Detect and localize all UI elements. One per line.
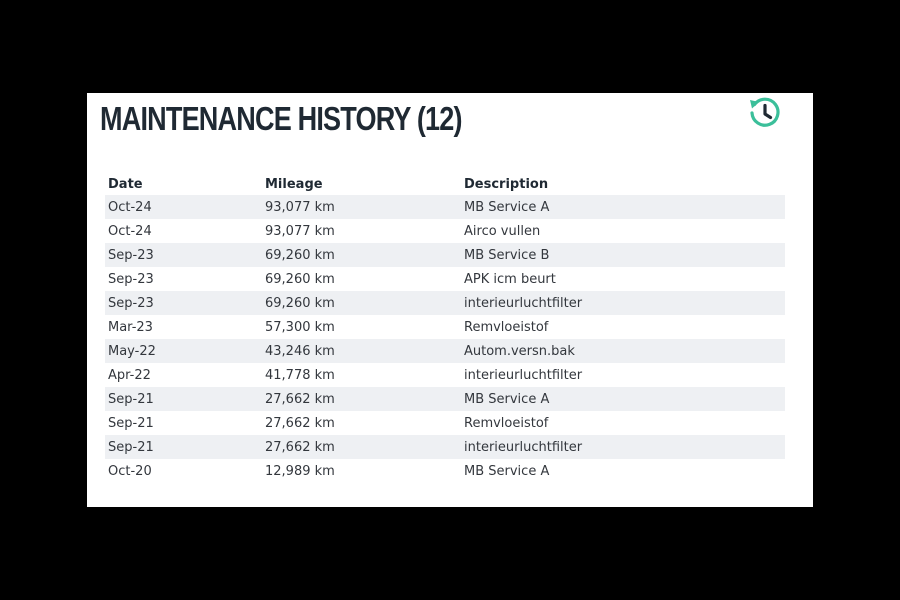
table-row: Sep-21 27,662 km interieurluchtfilter (105, 435, 785, 459)
card-title: MAINTENANCE HISTORY (12) (100, 100, 463, 137)
date-cell: Oct-20 (108, 463, 152, 479)
history-icon[interactable] (747, 95, 783, 131)
mileage-cell: 57,300 km (265, 319, 335, 335)
table-row: Sep-23 69,260 km APK icm beurt (105, 267, 785, 291)
table-row: Apr-22 41,778 km interieurluchtfilter (105, 363, 785, 387)
description-cell: Remvloeistof (464, 415, 549, 431)
description-cell: interieurluchtfilter (464, 295, 583, 311)
description-cell: MB Service A (464, 199, 550, 215)
description-cell: Remvloeistof (464, 319, 549, 335)
mileage-cell: 69,260 km (265, 247, 335, 263)
table-header-row: Date Mileage Description (105, 173, 785, 195)
maintenance-history-card: MAINTENANCE HISTORY (12) Date Mileage De… (87, 93, 813, 507)
table-row: Oct-20 12,989 km MB Service A (105, 459, 785, 483)
table-row: Mar-23 57,300 km Remvloeistof (105, 315, 785, 339)
date-cell: Oct-24 (108, 223, 152, 239)
date-cell: Sep-21 (108, 415, 154, 431)
mileage-cell: 12,989 km (265, 463, 335, 479)
mileage-cell: 43,246 km (265, 343, 335, 359)
table-row: Oct-24 93,077 km MB Service A (105, 195, 785, 219)
maintenance-table: Date Mileage Description Oct-24 93,077 k… (105, 173, 785, 483)
description-cell: Autom.versn.bak (464, 343, 575, 359)
date-cell: May-22 (108, 343, 156, 359)
date-cell: Sep-23 (108, 271, 154, 287)
description-column-header: Description (464, 176, 549, 192)
description-cell: APK icm beurt (464, 271, 556, 287)
date-cell: Apr-22 (108, 367, 151, 383)
mileage-cell: 69,260 km (265, 271, 335, 287)
date-cell: Sep-23 (108, 247, 154, 263)
table-row: Sep-21 27,662 km Remvloeistof (105, 411, 785, 435)
table-row: Sep-23 69,260 km interieurluchtfilter (105, 291, 785, 315)
description-cell: MB Service B (464, 247, 550, 263)
date-cell: Sep-21 (108, 439, 154, 455)
mileage-cell: 69,260 km (265, 295, 335, 311)
date-cell: Sep-23 (108, 295, 154, 311)
description-cell: interieurluchtfilter (464, 367, 583, 383)
mileage-column-header: Mileage (265, 176, 323, 192)
table-row: Sep-23 69,260 km MB Service B (105, 243, 785, 267)
date-column-header: Date (108, 176, 143, 192)
mileage-cell: 93,077 km (265, 199, 335, 215)
mileage-cell: 93,077 km (265, 223, 335, 239)
mileage-cell: 27,662 km (265, 439, 335, 455)
date-cell: Sep-21 (108, 391, 154, 407)
description-cell: MB Service A (464, 463, 550, 479)
table-row: Oct-24 93,077 km Airco vullen (105, 219, 785, 243)
mileage-cell: 27,662 km (265, 415, 335, 431)
description-cell: Airco vullen (464, 223, 541, 239)
mileage-cell: 27,662 km (265, 391, 335, 407)
date-cell: Oct-24 (108, 199, 152, 215)
description-cell: MB Service A (464, 391, 550, 407)
date-cell: Mar-23 (108, 319, 153, 335)
mileage-cell: 41,778 km (265, 367, 335, 383)
description-cell: interieurluchtfilter (464, 439, 583, 455)
table-row: Sep-21 27,662 km MB Service A (105, 387, 785, 411)
table-row: May-22 43,246 km Autom.versn.bak (105, 339, 785, 363)
